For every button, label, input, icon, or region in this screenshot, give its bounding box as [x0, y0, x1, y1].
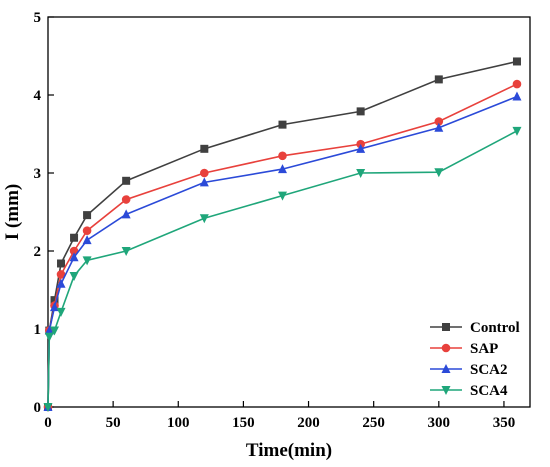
plot-frame — [47, 16, 531, 408]
data-point-sap — [434, 117, 444, 126]
data-point-control — [50, 296, 59, 305]
x-tick-label: 300 — [428, 415, 451, 431]
series-sap — [43, 79, 522, 412]
data-point-sap — [512, 79, 522, 89]
data-point-sca2 — [82, 235, 92, 245]
legend: Control SAP SCA2 SCA4 — [430, 320, 520, 399]
data-point-sca4 — [43, 403, 53, 412]
x-axis-title: Time(min) — [246, 440, 332, 461]
data-point-control — [57, 259, 66, 268]
data-point-control — [70, 233, 79, 242]
data-point-sca2 — [277, 164, 287, 174]
data-point-sap — [278, 151, 287, 161]
legend-label-sca4: SCA4 — [470, 383, 508, 399]
legend-marker-control — [442, 323, 450, 331]
legend-label-sca2: SCA2 — [470, 362, 508, 378]
data-point-control — [356, 107, 365, 116]
data-point-control — [83, 211, 92, 220]
x-tick-label: 250 — [362, 415, 385, 431]
x-tick-label: 0 — [44, 415, 52, 431]
series-line-sap — [47, 83, 518, 408]
legend-item-sca4: SCA4 — [430, 383, 508, 399]
y-axis: 0 1 2 3 4 5 — [34, 10, 54, 416]
data-point-sca4 — [277, 191, 287, 201]
x-tick-label: 150 — [232, 415, 255, 431]
data-point-sca4 — [512, 126, 522, 136]
series-line-control — [47, 60, 518, 408]
data-point-control — [434, 75, 443, 84]
x-axis: 0 50 100 150 200 250 300 350 — [44, 401, 515, 431]
data-point-sap — [200, 168, 209, 178]
data-point-sca2 — [69, 252, 79, 262]
data-point-sca2 — [434, 122, 444, 132]
data-point-sca2 — [44, 325, 54, 335]
data-point-sca2 — [512, 91, 522, 101]
legend-marker-sca4 — [441, 386, 451, 395]
data-point-sca4 — [121, 247, 131, 256]
y-tick-label: 2 — [34, 244, 42, 260]
data-point-control — [122, 176, 131, 185]
x-tick-label: 350 — [493, 415, 516, 431]
y-tick-label: 5 — [34, 10, 42, 26]
y-tick-label: 3 — [34, 166, 42, 182]
data-point-sca4 — [434, 168, 444, 178]
data-point-sca4 — [199, 214, 209, 224]
series-sca4 — [43, 126, 522, 412]
x-tick-label: 100 — [167, 415, 190, 431]
data-point-sap — [56, 270, 66, 279]
data-point-sca2 — [56, 278, 66, 288]
x-tick-label: 50 — [106, 415, 121, 431]
legend-item-sca2: SCA2 — [430, 362, 508, 378]
data-point-sca2 — [50, 302, 60, 312]
series-sca2 — [43, 91, 522, 411]
legend-item-sap: SAP — [430, 341, 498, 357]
legend-marker-sap — [441, 343, 451, 353]
y-tick-label: 4 — [34, 88, 42, 104]
data-point-sca2 — [356, 143, 366, 153]
legend-item-control: Control — [430, 320, 520, 336]
data-point-sca4 — [56, 307, 66, 317]
data-point-sca2 — [121, 209, 131, 219]
y-axis-title: I (mm) — [2, 184, 23, 240]
data-point-sap — [121, 195, 131, 204]
legend-label-control: Control — [470, 320, 520, 336]
data-point-sap — [82, 226, 92, 236]
legend-label-sap: SAP — [470, 341, 498, 357]
x-tick-label: 200 — [297, 415, 320, 431]
series-control — [44, 57, 521, 411]
data-point-sca4 — [356, 169, 366, 178]
legend-marker-sca2 — [441, 364, 451, 373]
y-tick-label: 1 — [34, 322, 42, 338]
data-point-sca4 — [82, 256, 92, 266]
y-tick-label: 0 — [34, 400, 42, 416]
data-point-control — [200, 144, 209, 153]
data-point-sca4 — [44, 332, 54, 342]
series-layer — [43, 57, 522, 412]
data-point-sca4 — [69, 271, 79, 281]
series-line-sca2 — [47, 95, 518, 408]
data-point-sca2 — [199, 177, 209, 187]
data-point-control — [278, 120, 287, 129]
data-point-sca4 — [50, 326, 60, 336]
data-point-control — [512, 57, 521, 66]
